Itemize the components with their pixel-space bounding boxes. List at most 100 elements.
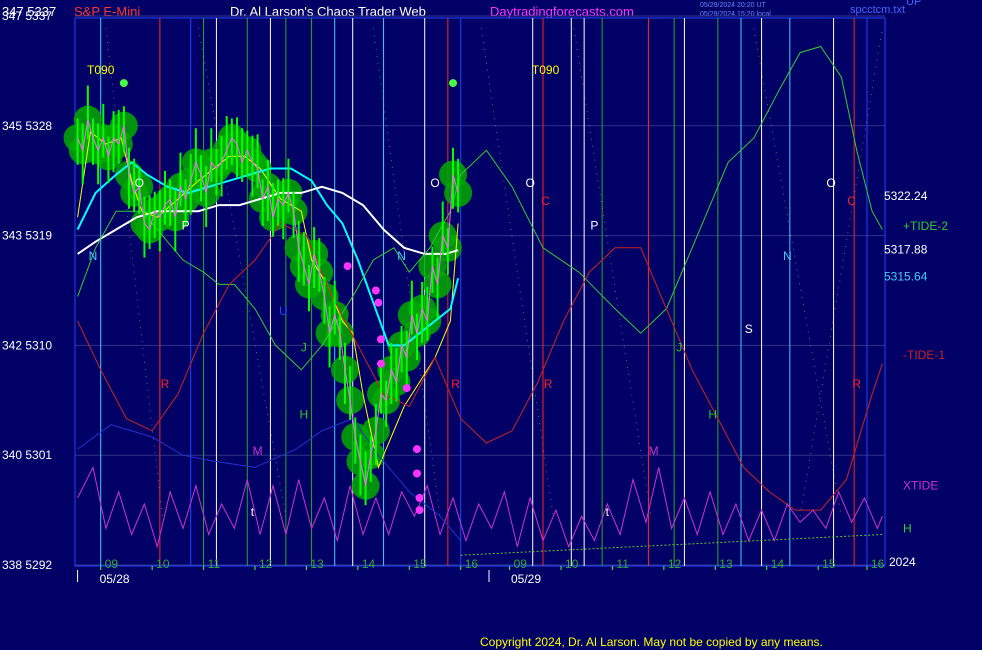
series-line — [77, 465, 883, 549]
pivot-dot — [371, 286, 380, 295]
series-line — [77, 222, 883, 511]
series-line — [77, 417, 462, 541]
projection-dots — [799, 28, 883, 517]
year-label: 2024 — [889, 555, 916, 569]
cycle-letter: J — [676, 341, 682, 355]
series-line — [460, 534, 883, 556]
time-marker-label: T090 — [532, 63, 560, 77]
cycle-letter: C — [541, 194, 550, 208]
cycle-letter: N — [397, 249, 406, 263]
cycle-letter: R — [544, 377, 553, 391]
chart-top-price-label: 347 5337 — [2, 4, 57, 19]
x-tick-label: 15 — [822, 557, 836, 571]
price-close-line — [77, 119, 459, 486]
pivot-dot — [377, 335, 385, 344]
chart-axes: 347 5337 345 5328 343 5319 342 5310 340 5301… — [2, 9, 916, 586]
cycle-letter: C — [847, 194, 856, 208]
date-label: 05/29 — [511, 572, 541, 586]
right-axis-label: XTIDE — [903, 479, 938, 493]
time-marker-label: T090 — [87, 63, 115, 77]
y-axis-label: 343 5319 — [2, 229, 52, 243]
corner-top-label: UP — [906, 0, 922, 8]
projection-dots — [197, 28, 287, 517]
right-axis-label: H — [903, 521, 912, 535]
cycle-letter: O — [135, 176, 144, 190]
y-axis-label: 338 5292 — [2, 558, 52, 572]
pivot-dot — [402, 384, 411, 393]
x-tick-label: 14 — [362, 557, 376, 571]
date-label: 05/28 — [100, 572, 130, 586]
timestamp-local: 05/29/2024 15:20 local — [700, 11, 771, 18]
x-tick-label: 09 — [514, 557, 528, 571]
x-tick-label: 13 — [310, 557, 324, 571]
chart-title: Dr. Al Larson's Chaos Trader Web — [230, 4, 426, 19]
projection-dots — [480, 28, 554, 517]
cycle-letter: R — [852, 377, 861, 391]
pivot-dot — [374, 298, 383, 307]
cycle-letter: P — [590, 219, 598, 233]
pivot-dot — [343, 262, 352, 271]
projection-dots — [753, 28, 842, 517]
data-file-label: spcctcm.txt — [850, 4, 906, 16]
chart-grid — [74, 15, 886, 567]
pivot-dot — [413, 469, 421, 478]
copyright-notice: Copyright 2024, Dr. Al Larson. May not b… — [480, 635, 823, 649]
chart-symbol: S&P E-Mini — [74, 4, 141, 19]
y-axis-label: 342 5310 — [2, 338, 52, 352]
cycle-letter: O — [525, 176, 534, 190]
x-tick-label: 11 — [208, 557, 221, 571]
x-tick-label: 10 — [565, 557, 579, 571]
cycle-letter: t — [606, 505, 610, 519]
y-axis-label: 345 5328 — [2, 119, 52, 133]
cycle-letter: t — [251, 505, 255, 519]
x-tick-label: 16 — [871, 557, 885, 571]
x-tick-label: 12 — [259, 557, 273, 571]
pivot-dot — [413, 445, 421, 454]
cycle-letter: O — [430, 176, 439, 190]
x-tick-label: 12 — [668, 557, 682, 571]
pivot-dot — [377, 359, 385, 368]
cycle-letter: H — [708, 408, 717, 422]
cycle-letter: H — [300, 408, 309, 422]
pivot-dot — [449, 79, 457, 88]
x-tick-label: 11 — [616, 557, 629, 571]
plot-frame — [74, 17, 886, 567]
x-tick-label: 14 — [771, 557, 785, 571]
cycle-letter: P — [182, 219, 190, 233]
projection-dots — [573, 28, 652, 517]
cycle-letter: U — [279, 304, 288, 318]
cycle-letter: N — [783, 249, 792, 263]
right-axis-label: -TIDE-1 — [903, 348, 945, 362]
projection-dots — [105, 28, 163, 517]
right-axis-label: 5315.64 — [884, 270, 928, 284]
cycle-letter: R — [451, 377, 460, 391]
x-tick-label: 16 — [465, 557, 479, 571]
pivot-dot — [415, 493, 424, 502]
chart-labels: O O O O N N N P P C C U S J J R R R R H H M Mt t T090 T090 5322.24… — [87, 63, 948, 535]
right-axis-label: 5322.24 — [884, 189, 928, 203]
cycle-letter: S — [745, 322, 753, 336]
right-axis-label: 5317.88 — [884, 242, 928, 256]
site-link[interactable]: Daytradingforecasts.com — [490, 4, 634, 19]
timestamp-ut: 05/29/2024 20:20 UT — [700, 2, 766, 9]
time-lines — [100, 18, 883, 566]
cycle-letter: O — [826, 176, 835, 190]
pivot-dot — [119, 79, 128, 88]
cycle-letter: M — [253, 444, 263, 458]
x-tick-label: 10 — [156, 557, 170, 571]
x-tick-label: 09 — [105, 557, 119, 571]
right-axis-label: +TIDE-2 — [903, 219, 948, 233]
cycle-letter: R — [161, 377, 170, 391]
x-tick-label: 13 — [719, 557, 733, 571]
x-tick-label: 15 — [413, 557, 427, 571]
cycle-letter: N — [89, 249, 98, 263]
pivot-dot — [415, 506, 424, 515]
pivot-dots — [119, 79, 457, 515]
series-line — [76, 161, 460, 347]
series-line — [77, 185, 459, 255]
cycle-letter: M — [649, 444, 659, 458]
price-bars — [76, 85, 460, 506]
y-axis-label: 340 5301 — [2, 448, 52, 462]
cycle-letter: J — [301, 341, 307, 355]
